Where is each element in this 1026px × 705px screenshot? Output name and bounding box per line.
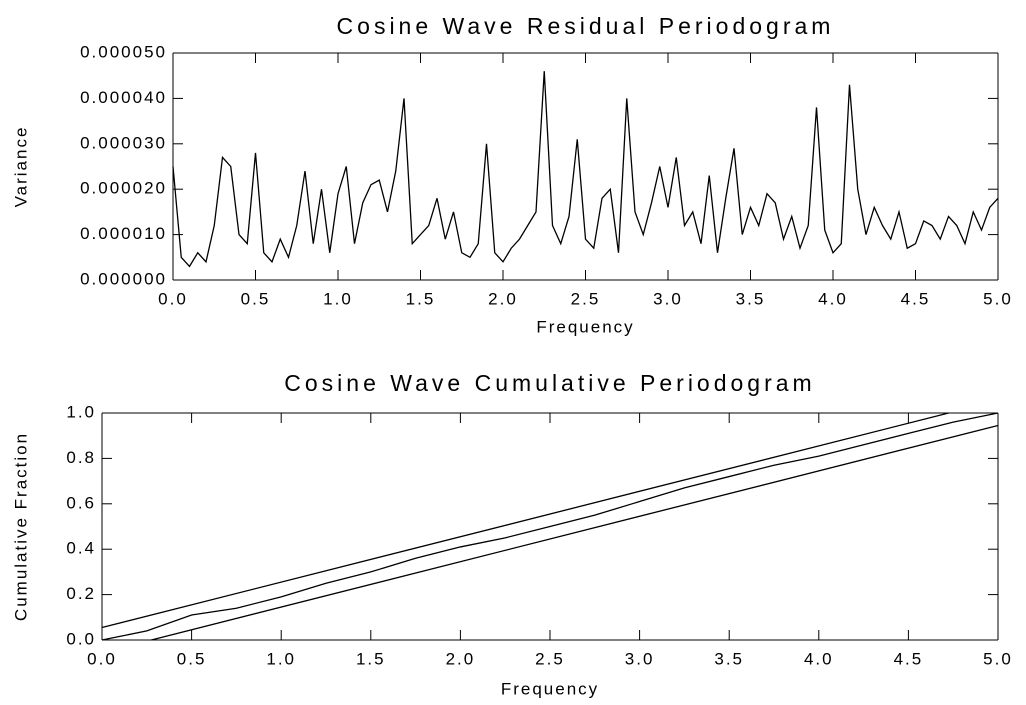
x-tick-label: 3.0: [625, 649, 655, 668]
x-tick-label: 4.5: [901, 289, 931, 308]
x-axis-label: Frequency: [536, 317, 634, 336]
y-tick-label: 0.000050: [80, 42, 167, 61]
x-axis-label: Frequency: [501, 679, 599, 698]
x-tick-label: 1.0: [323, 289, 353, 308]
x-tick-label: 5.0: [983, 649, 1013, 668]
x-tick-label: 0.0: [87, 649, 117, 668]
x-tick-label: 3.0: [653, 289, 683, 308]
x-tick-label: 2.5: [535, 649, 565, 668]
x-tick-label: 0.0: [158, 289, 188, 308]
x-tick-label: 0.5: [177, 649, 207, 668]
x-tick-label: 4.0: [818, 289, 848, 308]
y-tick-label: 0.6: [66, 493, 96, 512]
data-line: [101, 412, 999, 641]
data-line: [172, 71, 999, 268]
y-tick-label: 0.000000: [80, 269, 167, 288]
x-tick-label: 5.0: [983, 289, 1013, 308]
x-tick-label: 1.5: [356, 649, 386, 668]
x-tick-label: 1.0: [266, 649, 296, 668]
x-tick-label: 4.5: [894, 649, 924, 668]
y-tick-label: 0.000040: [80, 88, 167, 107]
chart-title: Cosine Wave Residual Periodogram: [337, 13, 835, 39]
y-tick-label: 0.8: [66, 448, 96, 467]
data-line: [151, 424, 999, 641]
x-tick-label: 1.5: [406, 289, 436, 308]
x-tick-label: 3.5: [736, 289, 766, 308]
y-tick-label: 0.000020: [80, 179, 167, 198]
x-tick-label: 3.5: [714, 649, 744, 668]
x-tick-label: 2.0: [488, 289, 518, 308]
x-tick-label: 4.0: [804, 649, 834, 668]
y-axis-label: Variance: [11, 126, 30, 208]
chart-title: Cosine Wave Cumulative Periodogram: [284, 370, 815, 396]
y-tick-label: 0.000010: [80, 224, 167, 243]
x-tick-label: 2.0: [446, 649, 476, 668]
y-tick-label: 0.4: [66, 539, 96, 558]
data-line: [101, 412, 949, 629]
y-tick-label: 0.0: [66, 629, 96, 648]
x-tick-label: 0.5: [241, 289, 271, 308]
y-tick-label: 0.2: [66, 584, 96, 603]
y-tick-label: 1.0: [66, 402, 96, 421]
y-axis-label: Cumulative Fraction: [11, 432, 30, 621]
x-tick-label: 2.5: [571, 289, 601, 308]
y-tick-label: 0.000030: [80, 133, 167, 152]
